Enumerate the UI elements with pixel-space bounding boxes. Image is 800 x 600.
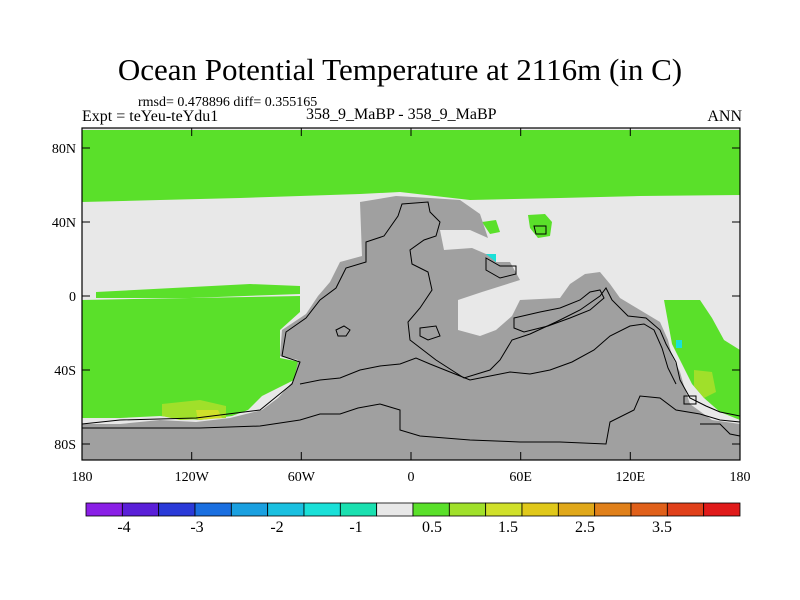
cool-patch-east — [676, 340, 682, 348]
y-tick-label: 40S — [54, 364, 76, 379]
colorbar-box — [485, 502, 523, 517]
y-axis: 80N 40N 0 40S 80S — [52, 142, 740, 453]
colorbar-box — [557, 502, 596, 517]
colorbar-box — [594, 502, 632, 517]
colorbar-box — [376, 502, 414, 517]
warm-patch-mid — [482, 220, 500, 234]
colorbar-box — [267, 502, 305, 517]
x-axis: 180 120W 60W 0 60E 120E 180 — [72, 128, 751, 485]
warm-region-east — [664, 300, 740, 420]
x-tick-label: 180 — [72, 470, 93, 485]
land-mass — [82, 196, 740, 460]
colorbar-box — [630, 502, 668, 517]
y-tick-label: 40N — [52, 216, 76, 231]
y-tick-label: 80S — [54, 438, 76, 453]
colorbar-label: -4 — [117, 519, 130, 536]
colorbar — [85, 502, 741, 517]
stats-text: rmsd= 0.478896 diff= 0.355165 — [138, 95, 318, 110]
contour-line-3 — [299, 323, 677, 385]
x-tick-label: 0 — [408, 470, 415, 485]
contour-line-1 — [81, 201, 741, 425]
experiment-label: Expt = teYeu-teYdu1 — [82, 108, 219, 125]
contour-line-10 — [700, 423, 741, 437]
warmer-patch-east — [694, 370, 716, 398]
contour-line-2 — [82, 395, 741, 445]
colorbar-label: -3 — [190, 519, 203, 536]
colorbar-box — [448, 502, 487, 517]
warm-region-north — [82, 130, 740, 202]
colorbar-label: 0.5 — [422, 519, 442, 536]
y-tick-label: 0 — [69, 290, 76, 305]
warm-region-sw — [82, 296, 300, 420]
x-tick-label: 120E — [616, 470, 646, 485]
colorbar-box — [666, 502, 705, 517]
colorbar-box — [230, 502, 269, 517]
colorbar-box — [121, 502, 160, 517]
contour-line-5 — [419, 325, 441, 341]
colorbar-box — [158, 502, 196, 517]
x-tick-label: 60W — [288, 470, 316, 485]
colorbar-label: -1 — [349, 519, 362, 536]
x-tick-label: 180 — [730, 470, 751, 485]
colorbar-box — [521, 502, 559, 517]
colorbar-box — [85, 502, 123, 517]
colorbar-label: 2.5 — [575, 519, 595, 536]
chart-title: Ocean Potential Temperature at 2116m (in… — [117, 52, 683, 87]
contour-line-7 — [485, 257, 517, 279]
contour-line-9 — [683, 395, 697, 405]
contour-line-8 — [533, 225, 547, 235]
x-tick-label: 60E — [509, 470, 532, 485]
colorbar-labels: -4 -3 -2 -1 0.5 1.5 2.5 3.5 — [117, 519, 672, 536]
colorbar-label: 1.5 — [498, 519, 518, 536]
colorbar-box — [303, 502, 341, 517]
subtitle: 358_9_MaBP - 358_9_MaBP — [306, 106, 497, 123]
colorbar-box — [194, 502, 232, 517]
warm-streak — [96, 284, 300, 298]
contour-line-4 — [335, 325, 351, 337]
colorbar-label: 3.5 — [652, 519, 672, 536]
contour-line-6 — [513, 289, 605, 333]
colorbar-label: -2 — [270, 519, 283, 536]
x-tick-label: 120W — [175, 470, 210, 485]
season-label: ANN — [707, 108, 742, 125]
colorbar-box — [703, 502, 741, 517]
colorbar-box — [412, 502, 450, 517]
y-tick-label: 80N — [52, 142, 76, 157]
colorbar-box — [339, 502, 378, 517]
